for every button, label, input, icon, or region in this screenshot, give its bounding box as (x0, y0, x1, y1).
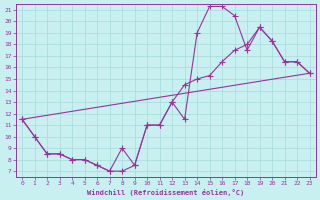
X-axis label: Windchill (Refroidissement éolien,°C): Windchill (Refroidissement éolien,°C) (87, 189, 244, 196)
